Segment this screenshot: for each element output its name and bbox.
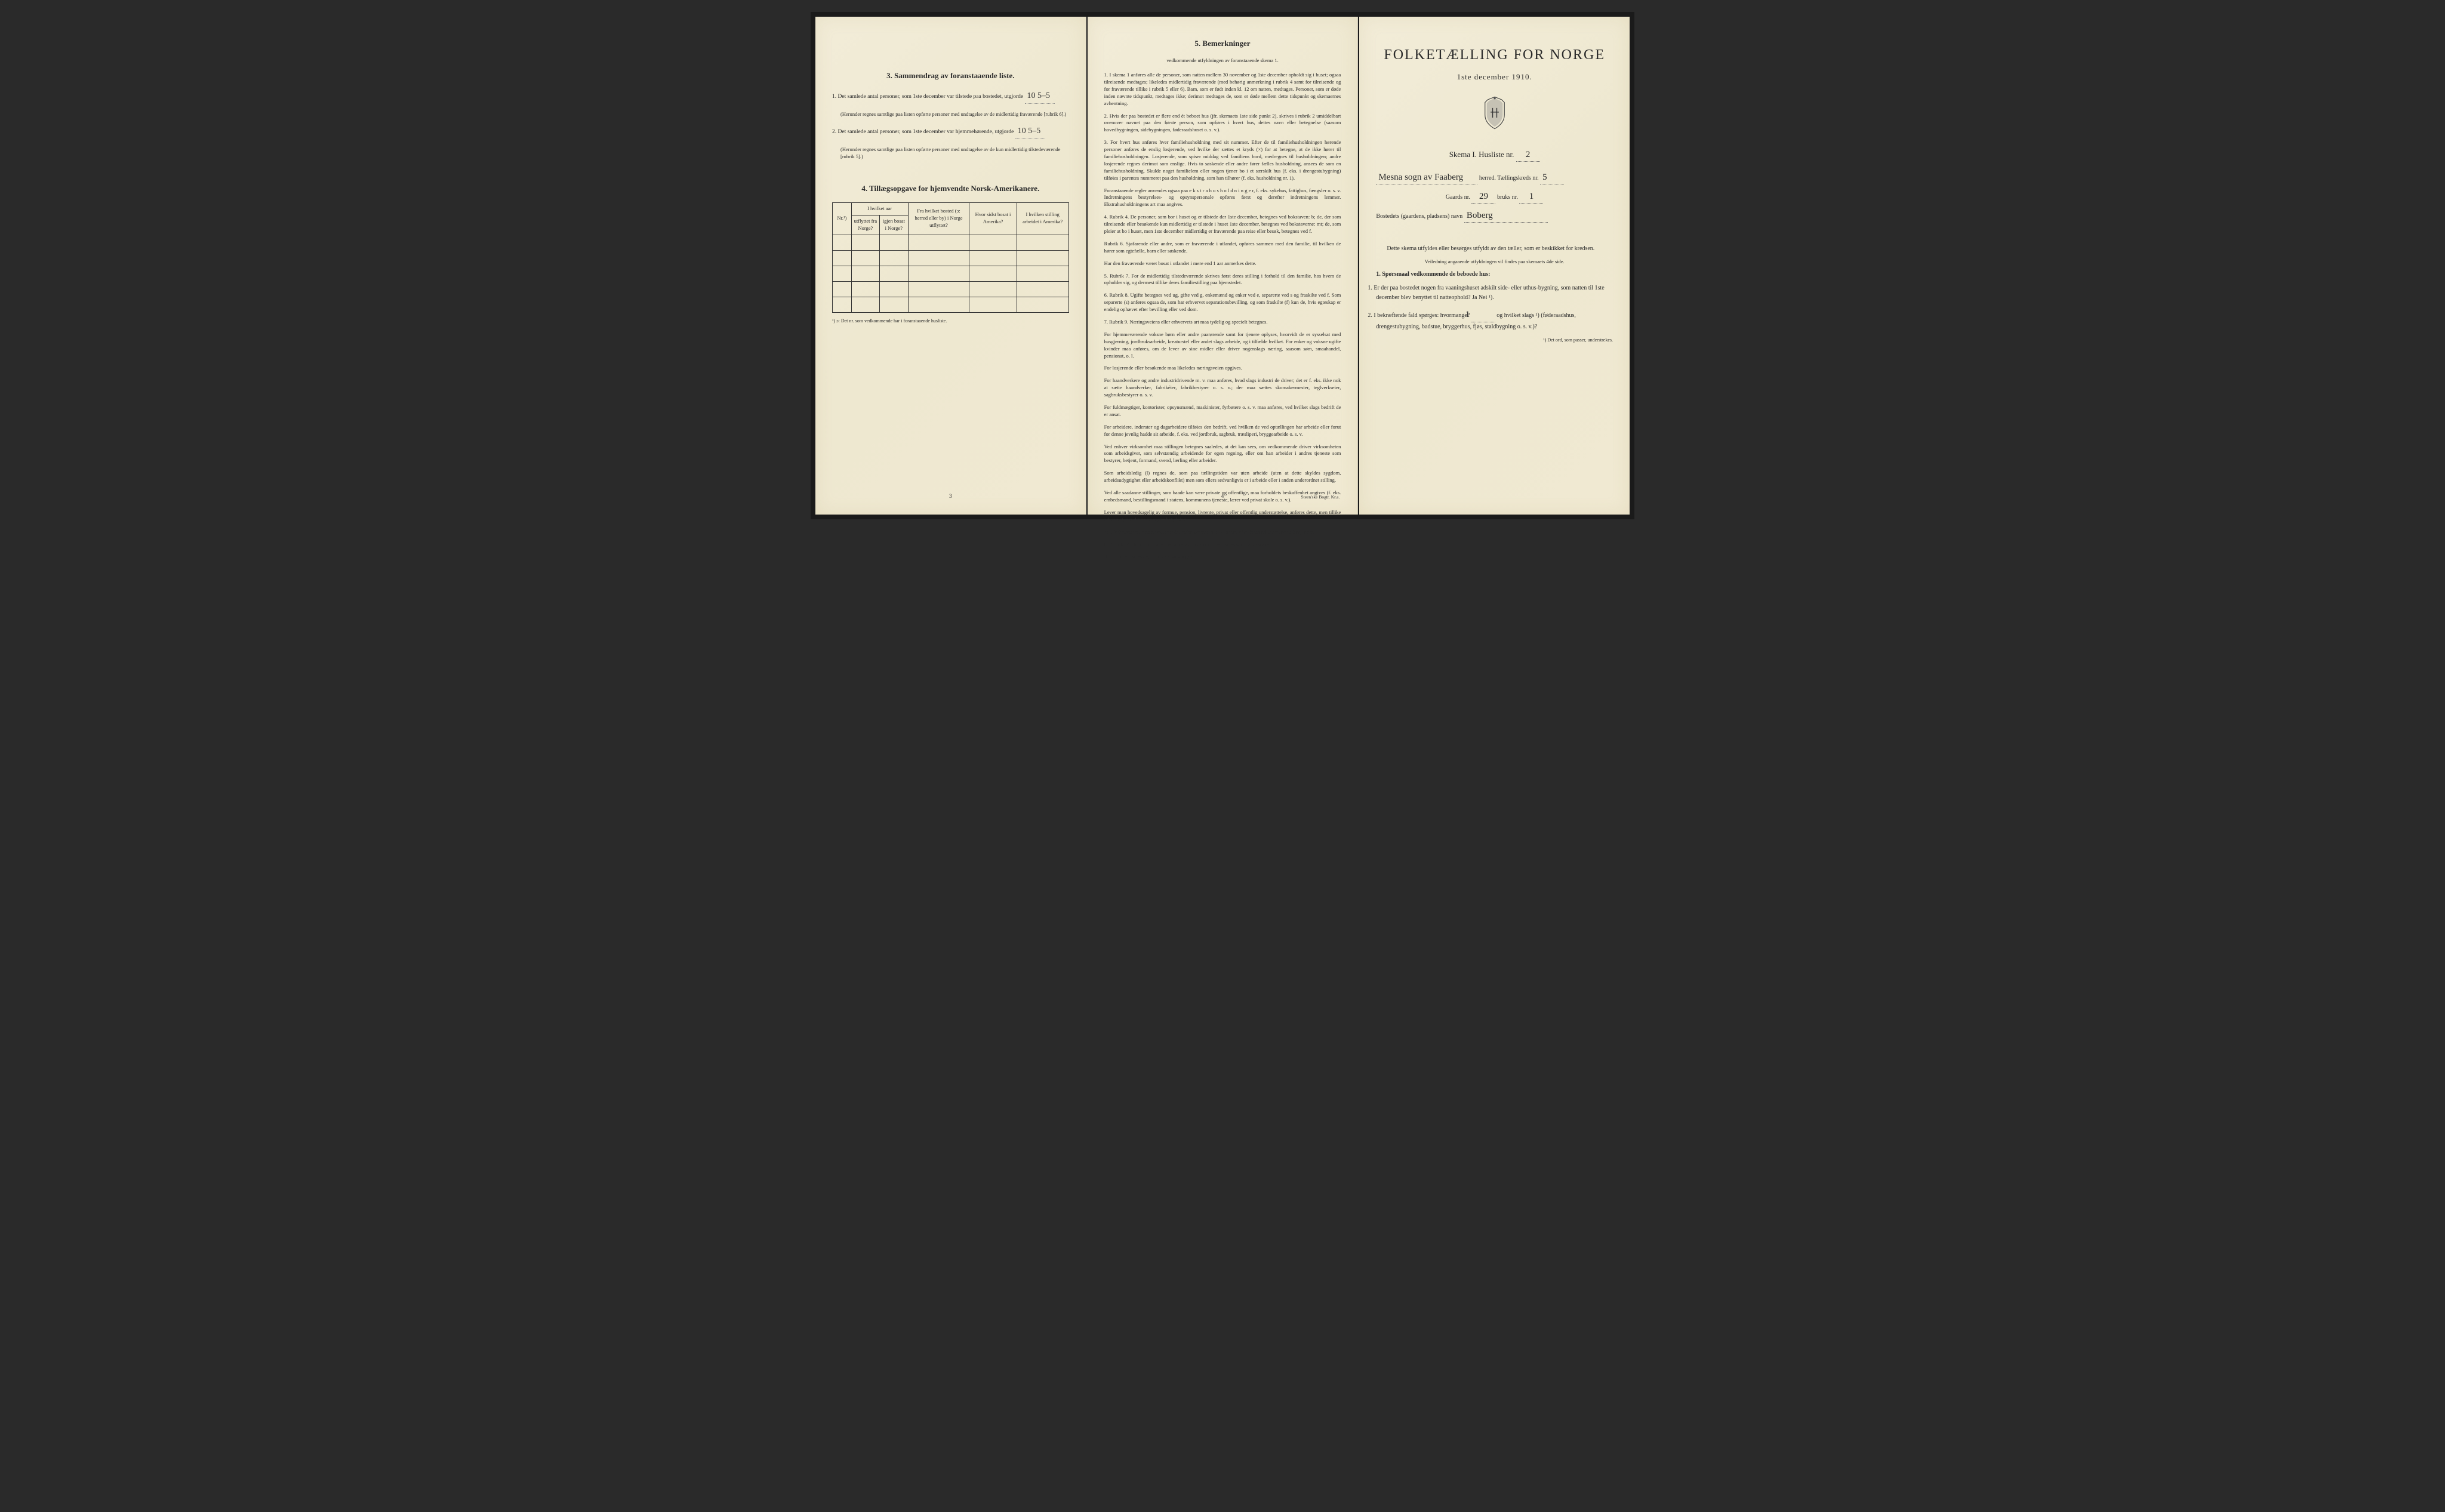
bruks-nr: 1 [1519,190,1543,204]
th-stilling: I hvilken stilling arbeidet i Amerika? [1017,202,1068,235]
item1-note: (Herunder regnes samtlige paa listen opf… [840,111,1069,118]
remark-item: 5. Rubrik 7. For de midlertidig tilstede… [1104,273,1341,287]
section-4-title: 4. Tillægsopgave for hjemvendte Norsk-Am… [832,183,1069,194]
intro-text: Dette skema utfyldes eller besørges utfy… [1376,244,1613,254]
table-footnote: ¹) ɔ: Det nr. som vedkommende har i fora… [832,318,1069,324]
remark-item: Ved forhenværende næringsdrivende, embed… [1104,529,1341,536]
remark-item: For arbeidere, inderster og dagarbeidere… [1104,424,1341,438]
remark-item: 4. Rubrik 4. De personer, som bor i huse… [1104,214,1341,235]
main-title: FOLKETÆLLING FOR NORGE [1376,45,1613,66]
remark-item: 1. I skema 1 anføres alle de personer, s… [1104,72,1341,107]
kreds-nr: 5 [1540,171,1564,184]
item2-note: (Herunder regnes samtlige paa listen opf… [840,146,1069,161]
sogn-name: Mesna sogn av Faaberg [1376,171,1477,184]
remark-item: Som arbeidsledig (l) regnes de, som paa … [1104,470,1341,484]
right-footnote: ¹) Det ord, som passer, understrekes. [1376,337,1613,343]
census-date: 1ste december 1910. [1376,72,1613,82]
table-row [833,297,1069,312]
gaards-nr: 29 [1471,190,1495,204]
table-row [833,266,1069,281]
amerika-table: Nr.¹) I hvilket aar Fra hvilket bosted (… [832,202,1069,313]
bosted-line: Bostedets (gaardens, pladsens) navn Bobe… [1376,210,1613,223]
question-2: 2. I bekræftende fald spørges: hvormange… [1376,307,1613,332]
table-row [833,281,1069,297]
panel-page-3: 3. Sammendrag av foranstaaende liste. 1.… [815,17,1086,515]
section-5-subtitle: vedkommende utfyldningen av foranstaaend… [1104,57,1341,64]
census-document: 3. Sammendrag av foranstaaende liste. 1.… [811,12,1634,519]
summary-item-2: 2. Det samlede antal personer, som 1ste … [832,125,1069,138]
th-bosat: igjen bosat i Norge? [880,215,908,235]
remark-item: 7. Rubrik 9. Næringsveiens eller erhverv… [1104,319,1341,326]
th-amerika: Hvor sidst bosat i Amerika? [969,202,1017,235]
th-aar: I hvilket aar [851,202,908,215]
remark-item: 3. For hvert hus anføres hver familiehus… [1104,139,1341,181]
q2-count: 1 [1471,307,1495,322]
skema-line: Skema I. Husliste nr. 2 [1376,149,1613,162]
herred-line: Mesna sogn av Faaberg herred. Tællingskr… [1376,171,1613,184]
remark-item: 6. Rubrik 8. Ugifte betegnes ved ug, gif… [1104,292,1341,313]
section-5-title: 5. Bemerkninger [1104,38,1341,49]
page-number-3: 3 [949,492,952,500]
panel-page-1: FOLKETÆLLING FOR NORGE 1ste december 191… [1359,17,1630,515]
th-nr: Nr.¹) [833,202,852,235]
bosted-name: Boberg [1464,210,1548,223]
remarks-list: 1. I skema 1 anføres alle de personer, s… [1104,72,1341,561]
amerika-tbody [833,235,1069,312]
printer-mark: Steen'ske Bogtr. Kr.a. [1301,494,1339,501]
tilstede-count: 10 5–5 [1025,90,1055,103]
remark-item: Har den fraværende været bosat i utlande… [1104,260,1341,267]
section-3-title: 3. Sammendrag av foranstaaende liste. [832,70,1069,81]
remark-item: For losjerende eller besøkende maa likel… [1104,365,1341,372]
remark-item: Lever man hovedsagelig av formue, pensio… [1104,509,1341,523]
remark-item: Foranstaaende regler anvendes ogsaa paa … [1104,187,1341,209]
table-row [833,250,1069,266]
table-row [833,235,1069,250]
right-body: Dette skema utfyldes eller besørges utfy… [1376,244,1613,343]
question-heading: 1. Spørsmaal vedkommende de beboede hus: [1376,270,1613,279]
summary-item-1: 1. Det samlede antal personer, som 1ste … [832,90,1069,103]
remark-item: For fuldmægtiger, kontorister, opsynsmæn… [1104,404,1341,418]
page-number-4: 4 [1221,492,1224,500]
remark-item: For hjemmeværende voksne børn eller andr… [1104,331,1341,360]
question-1: 1. Er der paa bostedet nogen fra vaaning… [1376,284,1613,303]
coat-of-arms-icon [1376,96,1613,133]
remark-item: Rubrik 6. Sjøfarende eller andre, som er… [1104,241,1341,255]
gaards-line: Gaards nr. 29 bruks nr. 1 [1376,190,1613,204]
remark-item: For haandverkere og andre industridriven… [1104,377,1341,399]
instruction-text: Veiledning angaaende utfyldningen vil fi… [1376,258,1613,266]
th-bosted: Fra hvilket bosted (ɔ: herred eller by) … [908,202,969,235]
th-utflyttet: utflyttet fra Norge? [851,215,879,235]
panel-page-4: 5. Bemerkninger vedkommende utfyldningen… [1088,17,1359,515]
husliste-nr: 2 [1516,149,1540,162]
remark-item: Ved enhver virksomhet maa stillingen bet… [1104,444,1341,465]
remark-item: Som blinde regnes de, som ikke har gangs… [1104,553,1341,561]
remark-item: 8. Rubrik 14. Sinker og lignende aandslø… [1104,541,1341,549]
hjemmehorende-count: 10 5–5 [1015,125,1045,138]
remark-item: 2. Hvis der paa bostedet er flere end ét… [1104,113,1341,134]
